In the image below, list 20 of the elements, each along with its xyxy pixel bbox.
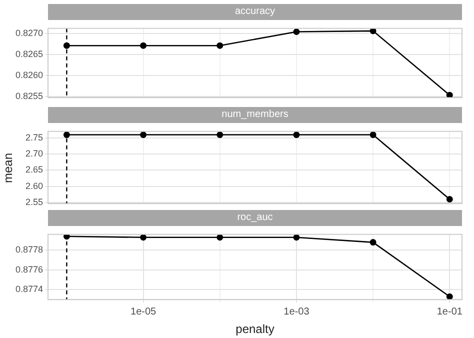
chart-title: accuracy [48,4,462,20]
chart-title: roc_auc [48,210,462,226]
y-tick-label: 2.65 [25,164,43,175]
y-tick-label: 0.8255 [15,90,43,101]
y-tick-label: 2.55 [25,196,43,207]
y-tick-label: 0.8260 [15,70,43,80]
y-axis-title: mean [1,152,15,183]
y-tick-label: 0.8776 [15,264,43,274]
y-tick-label: 0.8265 [15,48,43,59]
x-tick-label: 1e-03 [284,306,310,318]
y-tick-label: 2.70 [25,148,43,159]
y-tick-label: 2.60 [25,180,43,191]
chart-title: num_members [48,107,462,123]
y-tick-label: 0.8270 [15,28,43,38]
x-tick-label: 1e-05 [130,306,157,318]
y-tick-label: 0.8778 [15,244,43,255]
y-tick-label: 2.75 [25,132,43,142]
y-tick-label: 0.8774 [15,284,43,294]
x-axis-title: penalty [236,322,274,336]
x-tick-label: 1e-01 [436,306,463,318]
